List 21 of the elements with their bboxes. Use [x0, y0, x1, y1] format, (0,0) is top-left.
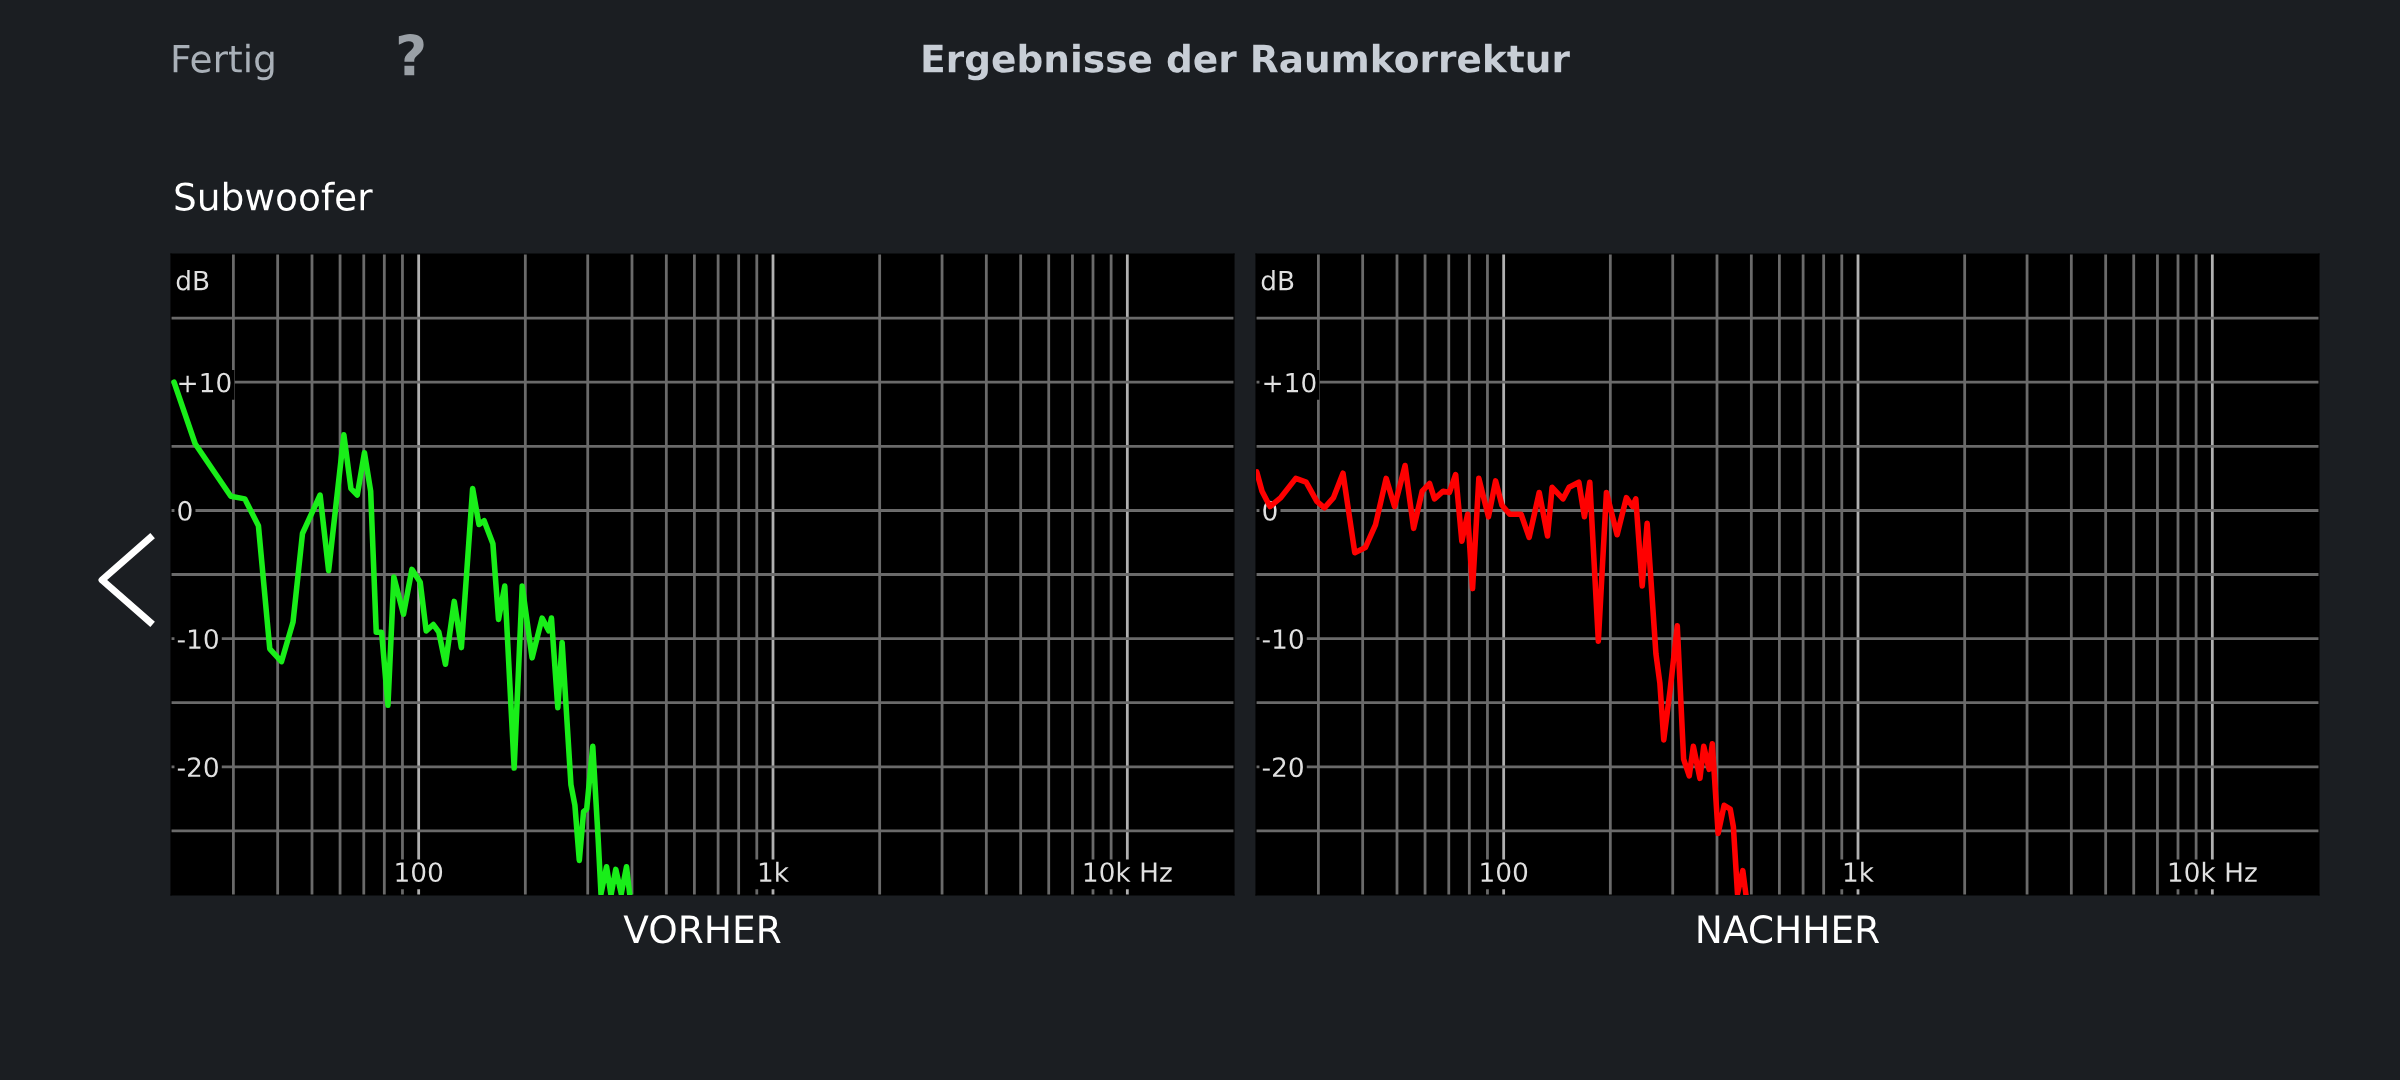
- y-tick-label: +10: [1264, 372, 1316, 393]
- chart-subtitle: Subwoofer: [175, 181, 373, 211]
- x-tick-label: 100: [1481, 862, 1528, 883]
- y-tick-label: 0: [178, 500, 192, 521]
- x-axis-title: VORHER: [623, 915, 781, 944]
- text: ?: [398, 34, 424, 76]
- x-tick-label: 100: [396, 862, 443, 883]
- y-tick-label: -10: [1262, 629, 1303, 649]
- x-tick-label: 10k Hz: [2169, 861, 2257, 883]
- text: Fertig: [173, 43, 274, 81]
- y-tick-label: -10: [177, 629, 218, 649]
- y-tick-label: +10: [179, 372, 231, 393]
- y-axis-title: dB: [1261, 270, 1294, 291]
- x-tick-label: 1k: [759, 861, 789, 882]
- x-tick-label: 10k Hz: [1084, 861, 1172, 883]
- y-axis-title: dB: [176, 270, 209, 291]
- y-tick-label: -20: [177, 757, 218, 778]
- x-axis-title: NACHHER: [1698, 915, 1880, 944]
- x-tick-label: 1k: [1844, 861, 1874, 882]
- y-tick-label: -20: [1262, 757, 1303, 778]
- chart-title: Ergebnisse der Raumkorrektur: [923, 43, 1570, 81]
